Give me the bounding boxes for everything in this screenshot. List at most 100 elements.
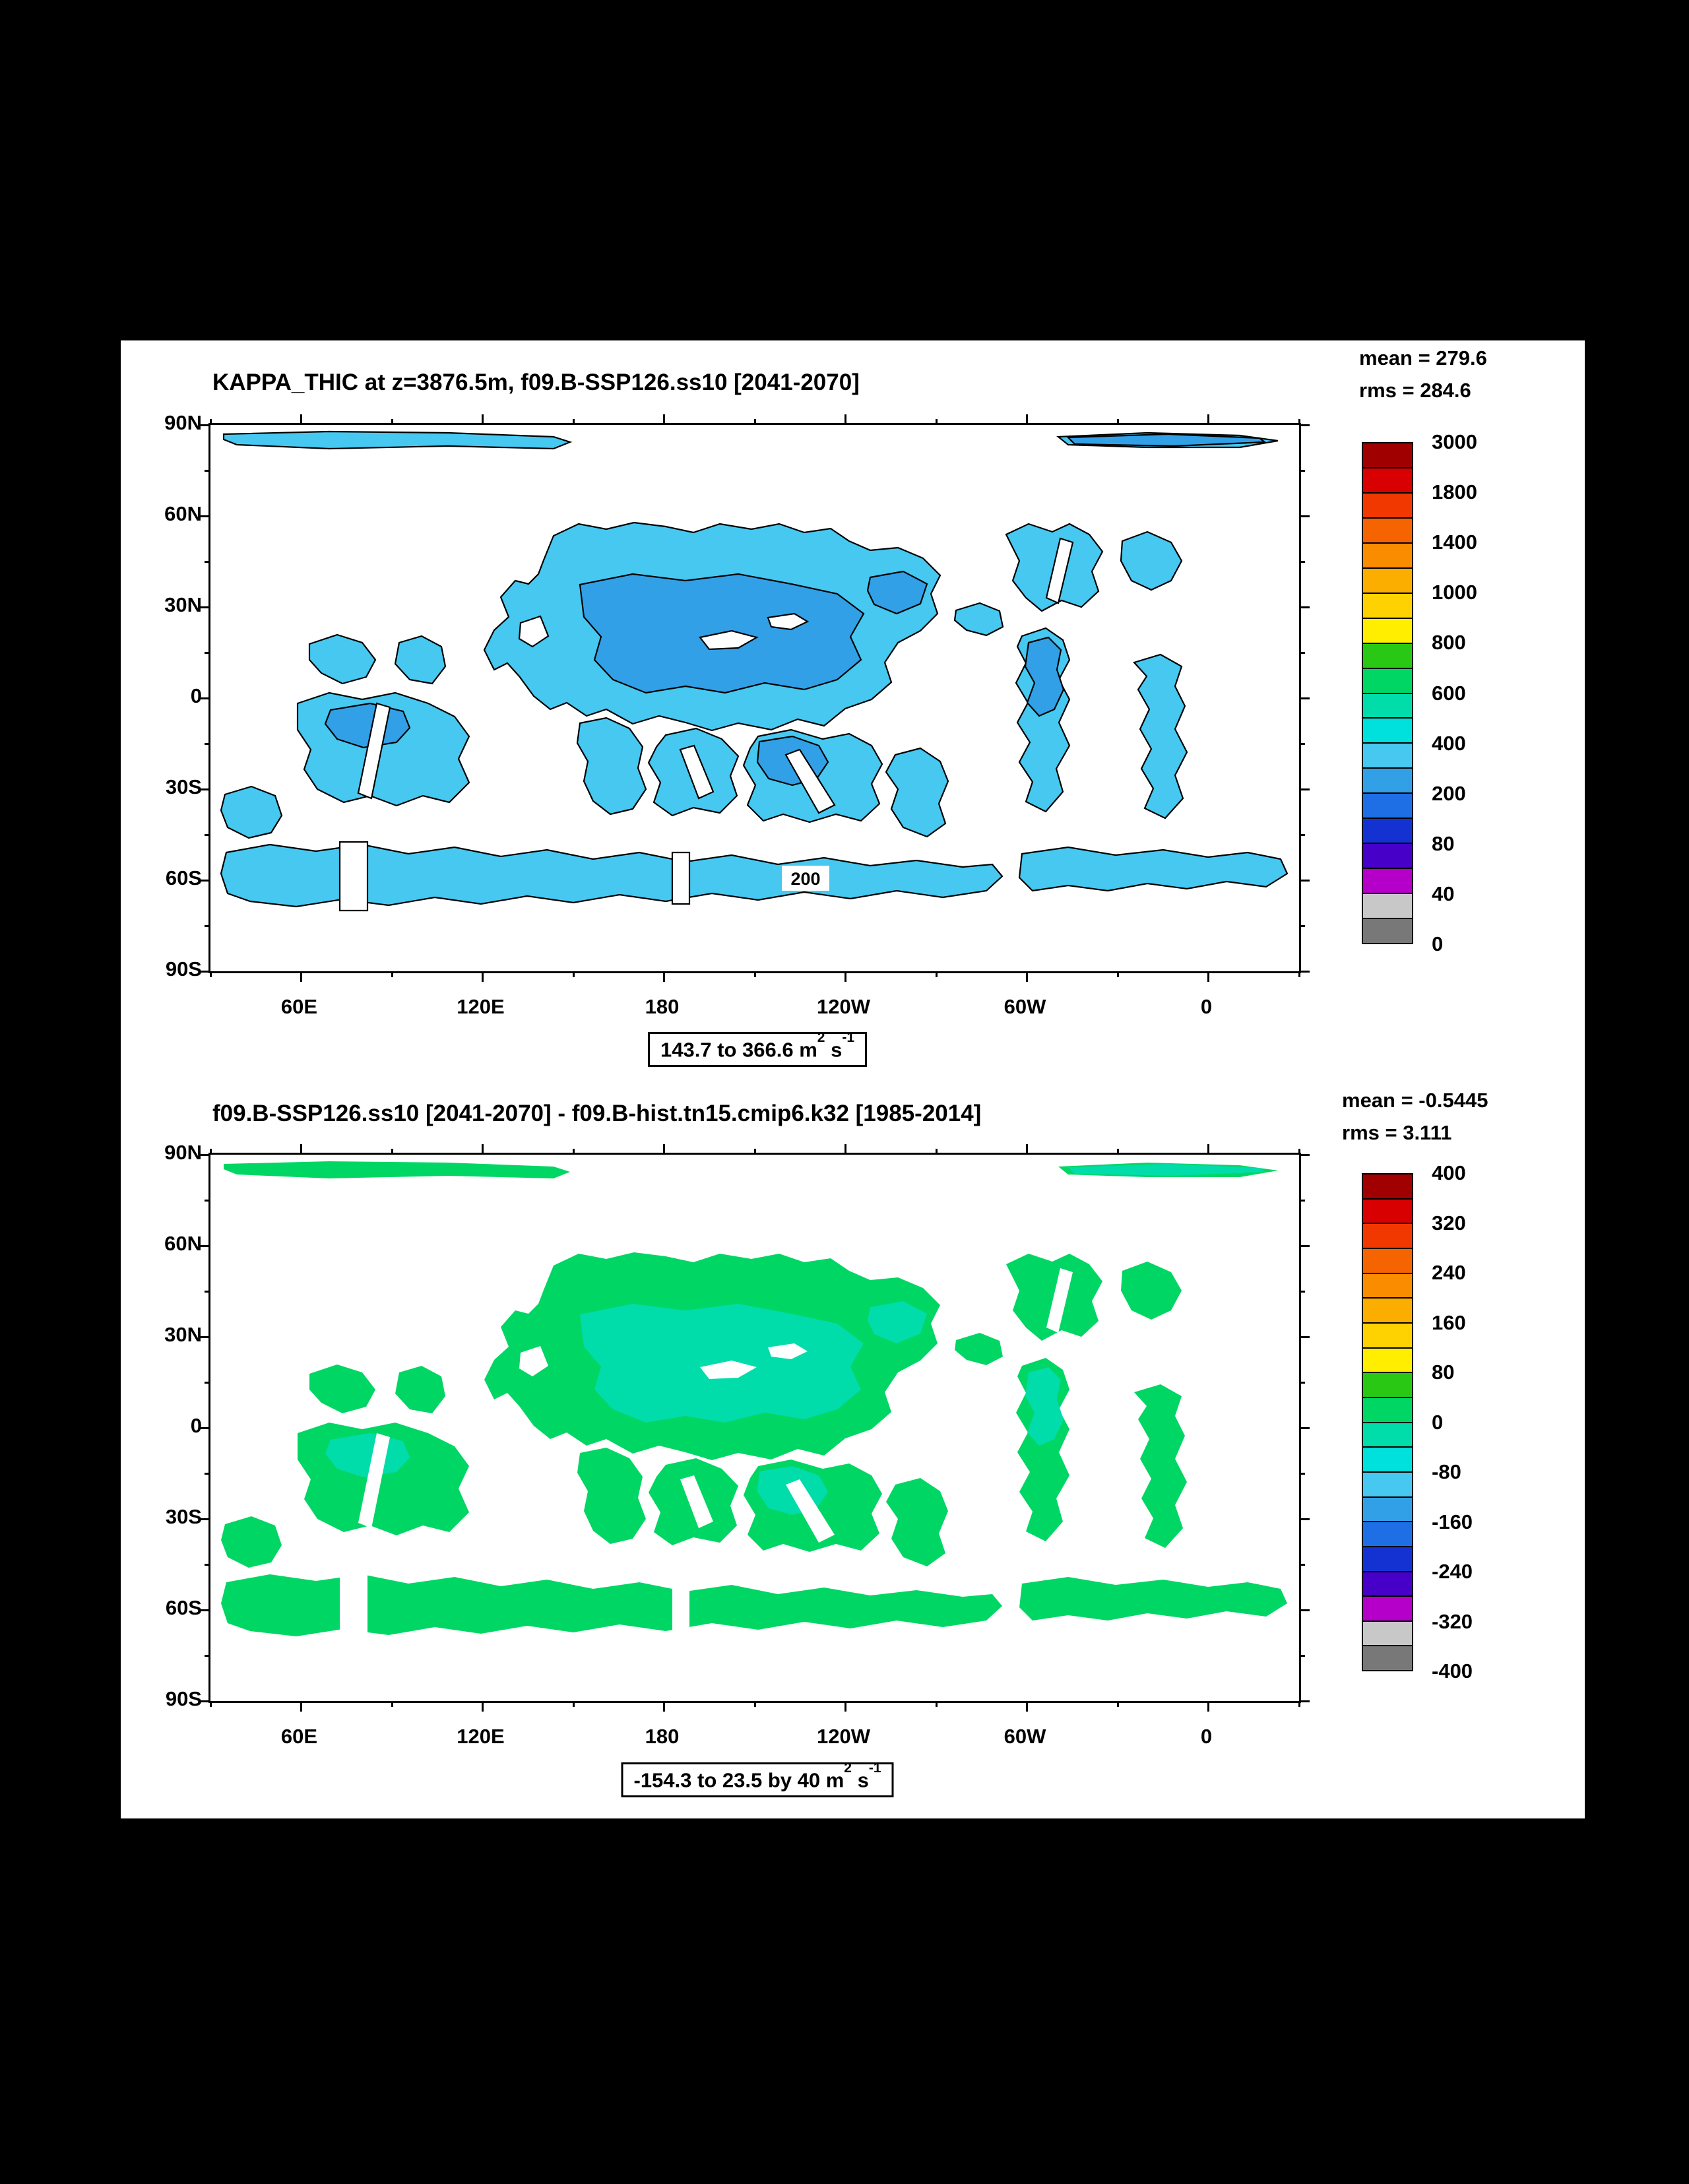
range-superscript: -1 (868, 1760, 881, 1776)
axis-tick (482, 971, 484, 982)
colorbar-tick-label: -240 (1432, 1560, 1473, 1583)
axis-tick (205, 1381, 210, 1384)
colorbar-tick-label: 160 (1432, 1310, 1466, 1334)
map-contour-region (1046, 1268, 1073, 1333)
axis-tick (1026, 971, 1028, 982)
colorbar-box (1363, 1620, 1412, 1646)
axis-tick (300, 1144, 302, 1155)
map-contour-region (222, 430, 573, 450)
map-contour-region (679, 744, 715, 800)
axis-tick (200, 1518, 210, 1520)
map-contour-region (221, 1574, 1002, 1636)
axis-tick (1299, 651, 1305, 654)
colorbar-box (1363, 617, 1412, 643)
lon-tick-label: 60W (1004, 995, 1046, 1018)
colorbar-box (1363, 1223, 1412, 1248)
map-contour-region (1068, 1164, 1265, 1176)
colorbar-tick-label: -160 (1432, 1510, 1473, 1533)
map-contour-region (786, 1479, 835, 1543)
axis-tick (935, 971, 938, 977)
panel1-rms-value: rms = 284.6 (1359, 379, 1471, 402)
colorbar-box (1363, 792, 1412, 818)
axis-tick (205, 1654, 210, 1657)
axis-tick (205, 560, 210, 563)
colorbar-box (1363, 1347, 1412, 1372)
axis-tick (209, 971, 212, 977)
colorbar-tick-label: 80 (1432, 831, 1455, 855)
panel1-lon-axis: 60E 120E 180 120W 60W 0 (208, 995, 1297, 1021)
axis-tick (1299, 469, 1305, 472)
map-contour-region (576, 717, 647, 816)
map-contour-region (1025, 1367, 1064, 1446)
colorbar-tick-label: 800 (1432, 631, 1466, 655)
axis-tick (1026, 1701, 1028, 1712)
range-superscript: 2 (844, 1760, 852, 1776)
lon-tick-label: 60W (1004, 1725, 1046, 1748)
axis-tick (200, 1335, 210, 1338)
map-contour-region (784, 748, 836, 814)
lon-tick-label: 120W (817, 995, 870, 1018)
colorbar-box (1363, 466, 1412, 492)
axis-tick (1207, 1144, 1209, 1155)
axis-tick (200, 970, 210, 973)
colorbar-box (1363, 592, 1412, 618)
plot-canvas: KAPPA_THIC at z=3876.5m, f09.B-SSP126.ss… (121, 340, 1585, 1818)
map-contour-region (1134, 1384, 1187, 1548)
axis-tick (844, 971, 846, 982)
lon-tick-label: 120E (457, 1725, 505, 1748)
axis-tick (200, 1153, 210, 1156)
colorbar-tick-label: 1400 (1432, 530, 1477, 554)
lon-tick-label: 120W (817, 1725, 870, 1748)
axis-tick (1299, 970, 1310, 973)
colorbar-box (1363, 868, 1412, 893)
colorbar-box (1363, 517, 1412, 542)
map-contour-region (308, 633, 377, 685)
axis-tick (1298, 1701, 1300, 1707)
axis-tick (482, 1701, 484, 1712)
colorbar-box (1363, 893, 1412, 918)
colorbar-box (1363, 1545, 1412, 1571)
map-contour-region (577, 1448, 646, 1544)
axis-tick (482, 1144, 484, 1155)
lon-tick-label: 0 (1200, 995, 1213, 1018)
axis-tick (1299, 788, 1310, 790)
axis-tick (1298, 419, 1300, 425)
axis-tick (935, 419, 938, 425)
axis-tick (205, 651, 210, 654)
range-text: s (825, 1038, 843, 1062)
lat-tick-label: 0 (190, 684, 202, 707)
axis-tick (1299, 833, 1305, 836)
lat-tick-label: 90N (164, 1141, 202, 1164)
colorbar-box (1363, 767, 1412, 793)
panel1-map: 200 (220, 430, 1289, 912)
panel1-title: KAPPA_THIC at z=3876.5m, f09.B-SSP126.ss… (212, 369, 860, 395)
axis-tick (935, 1701, 938, 1707)
colorbar-box (1363, 818, 1412, 843)
colorbar-box (1363, 1322, 1412, 1347)
map-contour-region (885, 747, 949, 838)
axis-tick (844, 1144, 846, 1155)
axis-tick (1299, 560, 1305, 563)
panel1-colorbar-labels: 3000 1800 1400 1000 800 600 400 200 80 40 0 (1432, 430, 1544, 955)
axis-tick (391, 1701, 393, 1707)
map-contour-region (1045, 537, 1074, 604)
colorbar-tick-label: 1000 (1432, 581, 1477, 604)
axis-tick (663, 414, 665, 425)
lat-tick-label: 90S (165, 957, 202, 980)
axis-tick (200, 879, 210, 882)
axis-tick (205, 1290, 210, 1293)
axis-tick (1116, 971, 1119, 977)
colorbar-box (1363, 443, 1412, 467)
colorbar-tick-label: -400 (1432, 1659, 1473, 1683)
axis-tick (1299, 1244, 1310, 1247)
map-contour-region (672, 1582, 689, 1634)
axis-tick (200, 515, 210, 517)
axis-tick (1299, 1199, 1305, 1202)
colorbar-box (1363, 1396, 1412, 1422)
map-contour-region (1133, 653, 1188, 819)
colorbar-tick-label: 600 (1432, 681, 1466, 705)
axis-tick (1299, 1654, 1305, 1657)
axis-tick (1299, 1290, 1305, 1293)
axis-tick (1116, 419, 1119, 425)
axis-tick (1299, 697, 1310, 699)
